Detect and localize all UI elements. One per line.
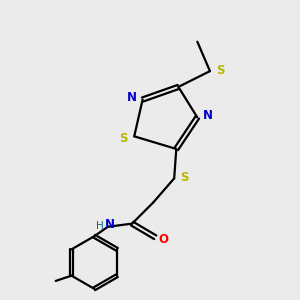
Text: S: S: [119, 132, 128, 145]
Text: S: S: [216, 64, 225, 76]
Text: H: H: [96, 221, 104, 231]
Text: N: N: [203, 109, 213, 122]
Text: N: N: [105, 218, 115, 231]
Text: O: O: [159, 233, 169, 246]
Text: N: N: [127, 91, 137, 104]
Text: S: S: [181, 171, 189, 184]
